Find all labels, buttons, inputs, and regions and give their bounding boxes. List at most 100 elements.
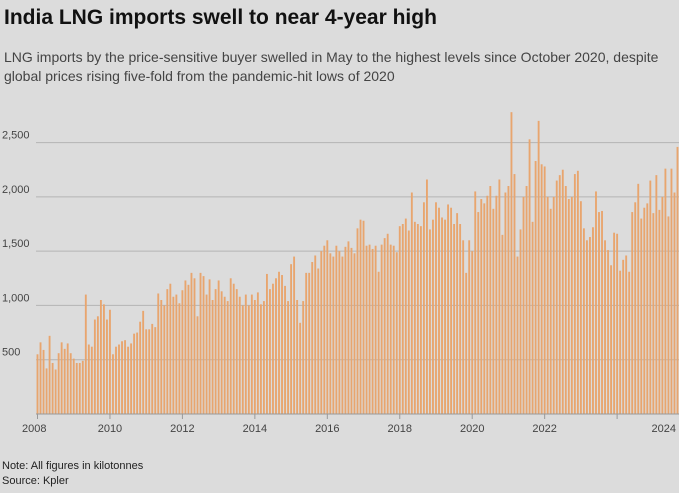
bar [250,294,253,414]
bar [193,278,196,414]
bar [419,226,422,414]
bar [589,237,591,414]
bar [422,202,425,414]
bar [66,343,69,414]
bar [166,289,169,414]
bar [314,255,317,414]
bar [57,353,60,414]
bar [561,169,564,414]
chart-title: India LNG imports swell to near 4-year h… [4,6,437,29]
bar [302,301,305,414]
bar [42,349,45,414]
bar [48,335,51,414]
bar [278,271,280,414]
bar [275,278,277,414]
bar [625,255,628,414]
x-tick-label: 2018 [388,423,412,435]
bar [401,224,404,414]
y-tick-label: 1,000 [2,292,30,304]
bar [447,204,449,414]
bar [51,362,54,414]
bar [495,195,498,414]
bar [546,196,549,414]
bar [652,213,655,414]
bar [543,166,546,414]
bar [287,301,289,414]
bar [456,213,459,414]
bar [60,342,63,414]
bar [664,168,667,414]
bar [136,332,139,414]
bar [676,146,679,414]
bar [604,240,606,414]
bar [269,289,271,414]
bar [72,358,75,414]
bar [540,164,543,414]
bar [459,224,462,414]
bar [78,362,81,414]
bar [96,316,99,414]
bar [54,369,57,414]
bar [353,253,356,414]
bar [640,218,643,414]
bar [293,256,296,414]
bar [619,270,622,414]
bar [311,262,314,414]
bar [145,329,148,414]
bar [480,199,483,414]
bar [465,272,468,414]
bar [507,186,510,414]
bar [317,268,320,414]
bar [601,210,603,414]
bar [413,221,416,414]
bar [81,360,84,414]
bar [232,283,235,414]
bar [247,305,250,414]
bar [99,300,102,414]
bar [534,161,537,414]
bar [115,346,117,414]
bar [380,244,383,414]
bar [69,353,72,414]
bar [486,195,489,414]
bar [36,354,39,414]
chart-source: Source: Kpler [2,475,69,487]
bar [214,289,217,414]
bar [628,271,631,414]
bar [93,319,96,414]
bar [471,251,474,414]
bar [130,343,133,414]
bar [63,348,66,414]
y-tick-label: 2,000 [2,184,30,196]
bar [498,179,501,414]
chart-note: Note: All figures in kilotonnes [2,460,144,472]
bar [377,271,380,414]
bar [109,309,111,414]
bar [528,139,531,414]
bar [296,300,299,414]
bar [395,252,398,414]
bar [637,183,640,414]
bar [332,256,335,414]
x-tick-label: 2024 [652,423,676,435]
bar [501,234,504,414]
bar [190,272,193,414]
bar [323,245,326,414]
bar [127,346,130,414]
chart-subtitle: LNG imports by the price-sensitive buyer… [4,49,659,84]
bar [290,264,293,414]
bar [121,341,123,414]
y-tick-label: 1,500 [2,238,30,250]
bar [320,251,323,414]
x-tick-label: 2010 [98,423,122,435]
bar [211,300,214,414]
bar [576,170,579,414]
bar [87,344,90,414]
bar [386,233,389,414]
bar [450,207,453,414]
x-tick-label: 2020 [460,423,484,435]
bar [157,293,160,414]
bar [199,272,202,414]
bar [552,196,555,414]
bar [163,305,166,414]
